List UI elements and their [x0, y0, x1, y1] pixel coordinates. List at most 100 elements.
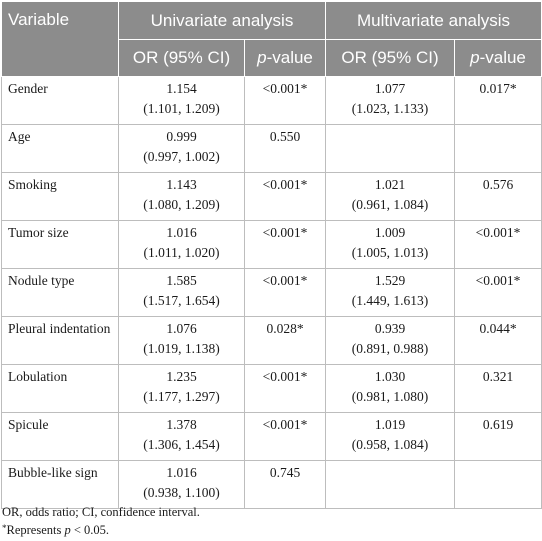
multi-ci-value: (1.023, 1.133)	[351, 101, 429, 116]
header-multi-p: p-value	[454, 39, 542, 77]
cell-variable: Nodule type	[1, 268, 119, 317]
cell-multi-p	[454, 124, 542, 173]
cell-multi-or: 0.939 (0.891, 0.988)	[325, 316, 455, 365]
cell-uni-p: 0.028*	[244, 316, 326, 365]
footnote-text: Represents	[6, 523, 65, 537]
uni-or-value: 1.143	[166, 177, 197, 192]
multi-p-value: 0.321	[482, 369, 514, 384]
cell-uni-or: 1.016 (0.938, 1.100)	[118, 460, 245, 509]
table-row: Spicule 1.378 (1.306, 1.454) <0.001* 1.019 (0…	[1, 412, 542, 461]
table-row: Age 0.999 (0.997, 1.002) 0.550	[1, 124, 542, 173]
header-univariate: Univariate analysis	[118, 1, 326, 40]
uni-p-value: 0.028*	[266, 321, 304, 336]
cell-variable: Spicule	[1, 412, 119, 461]
variable-value: Spicule	[8, 417, 49, 432]
cell-variable: Pleural indentation	[1, 316, 119, 365]
uni-p-value: 0.745	[269, 465, 301, 480]
header-p-italic: p	[257, 48, 267, 67]
variable-value: Lobulation	[8, 369, 68, 384]
cell-multi-p	[454, 460, 542, 509]
cell-uni-or: 1.076 (1.019, 1.138)	[118, 316, 245, 365]
uni-ci-value: (0.938, 1.100)	[143, 485, 220, 500]
uni-ci-value: (1.517, 1.654)	[143, 293, 220, 308]
header-variable: Variable	[1, 1, 119, 77]
uni-p-value: <0.001*	[262, 177, 308, 192]
footnote-abbreviations: OR, odds ratio; CI, confidence interval.	[2, 505, 200, 519]
multi-or-value: 1.009	[374, 225, 406, 240]
multi-or-value: 1.030	[374, 369, 406, 384]
uni-p-value: <0.001*	[262, 81, 308, 96]
cell-uni-p: <0.001*	[244, 172, 326, 221]
cell-multi-p: <0.001*	[454, 268, 542, 317]
cell-multi-or: 1.529 (1.449, 1.613)	[325, 268, 455, 317]
cell-variable: Smoking	[1, 172, 119, 221]
multi-p-value: 0.619	[482, 417, 514, 432]
multi-p-value: 0.017*	[479, 81, 517, 96]
footnote-significance: *Represents p < 0.05.	[2, 523, 109, 538]
uni-ci-value: (1.080, 1.209)	[143, 197, 220, 212]
variable-value: Gender	[8, 81, 48, 96]
uni-ci-value: (1.019, 1.138)	[143, 341, 220, 356]
header-uni-p: p-value	[244, 39, 326, 77]
multi-ci-value: (0.961, 1.084)	[351, 197, 429, 212]
cell-uni-or: 1.154 (1.101, 1.209)	[118, 76, 245, 125]
multi-or-value: 0.939	[374, 321, 406, 336]
table-row: Gender 1.154 (1.101, 1.209) <0.001* 1.077 (1.…	[1, 76, 542, 125]
cell-multi-or	[325, 460, 455, 509]
cell-uni-p: <0.001*	[244, 76, 326, 125]
uni-ci-value: (1.306, 1.454)	[143, 437, 220, 452]
cell-uni-p: 0.550	[244, 124, 326, 173]
cell-uni-p: <0.001*	[244, 268, 326, 317]
header-uni-or: OR (95% CI)	[118, 39, 245, 77]
uni-or-value: 1.016	[166, 465, 197, 480]
cell-multi-or: 1.030 (0.981, 1.080)	[325, 364, 455, 413]
cell-multi-or: 1.009 (1.005, 1.013)	[325, 220, 455, 269]
header-p-italic: p	[470, 48, 480, 67]
cell-variable: Age	[1, 124, 119, 173]
footnote-p: p	[64, 523, 71, 537]
cell-variable: Tumor size	[1, 220, 119, 269]
uni-or-value: 1.076	[166, 321, 197, 336]
cell-multi-p: 0.576	[454, 172, 542, 221]
cell-multi-or	[325, 124, 455, 173]
uni-or-value: 1.235	[166, 369, 197, 384]
table-body: Gender 1.154 (1.101, 1.209) <0.001* 1.077 (1.…	[1, 76, 542, 509]
multi-p-value: 0.576	[482, 177, 514, 192]
variable-value: Smoking	[8, 177, 57, 192]
variable-value: Pleural indentation	[8, 321, 111, 336]
variable-value: Age	[8, 129, 31, 144]
cell-uni-p: 0.745	[244, 460, 326, 509]
table-row: Tumor size 1.016 (1.011, 1.020) <0.001* 1.00…	[1, 220, 542, 269]
multi-or-value: 1.077	[374, 81, 406, 96]
uni-ci-value: (1.101, 1.209)	[143, 101, 220, 116]
variable-value: Nodule type	[8, 273, 75, 288]
multi-ci-value: (0.981, 1.080)	[351, 389, 429, 404]
cell-uni-or: 1.016 (1.011, 1.020)	[118, 220, 245, 269]
cell-uni-p: <0.001*	[244, 220, 326, 269]
cell-uni-or: 0.999 (0.997, 1.002)	[118, 124, 245, 173]
uni-p-value: 0.550	[269, 129, 301, 144]
cell-uni-or: 1.585 (1.517, 1.654)	[118, 268, 245, 317]
uni-p-value: <0.001*	[262, 369, 308, 384]
uni-or-value: 1.154	[166, 81, 197, 96]
cell-multi-p: 0.017*	[454, 76, 542, 125]
cell-uni-or: 1.235 (1.177, 1.297)	[118, 364, 245, 413]
cell-multi-p: 0.321	[454, 364, 542, 413]
table-row: Lobulation 1.235 (1.177, 1.297) <0.001* 1.03…	[1, 364, 542, 413]
cell-uni-p: <0.001*	[244, 364, 326, 413]
uni-ci-value: (1.177, 1.297)	[143, 389, 220, 404]
cell-multi-or: 1.077 (1.023, 1.133)	[325, 76, 455, 125]
regression-table: Variable Univariate analysis Multivariat…	[1, 1, 542, 509]
header-p-suffix: -value	[266, 48, 313, 67]
cell-multi-or: 1.021 (0.961, 1.084)	[325, 172, 455, 221]
multi-ci-value: (0.958, 1.084)	[351, 437, 429, 452]
footnote-star: *	[2, 523, 7, 533]
cell-multi-or: 1.019 (0.958, 1.084)	[325, 412, 455, 461]
multi-ci-value: (1.449, 1.613)	[351, 293, 429, 308]
multi-or-value: 1.021	[374, 177, 406, 192]
cell-variable: Lobulation	[1, 364, 119, 413]
uni-ci-value: (1.011, 1.020)	[143, 245, 220, 260]
table-row: Pleural indentation 1.076 (1.019, 1.138) 0.…	[1, 316, 542, 365]
footnote-rest: < 0.05.	[70, 523, 110, 537]
